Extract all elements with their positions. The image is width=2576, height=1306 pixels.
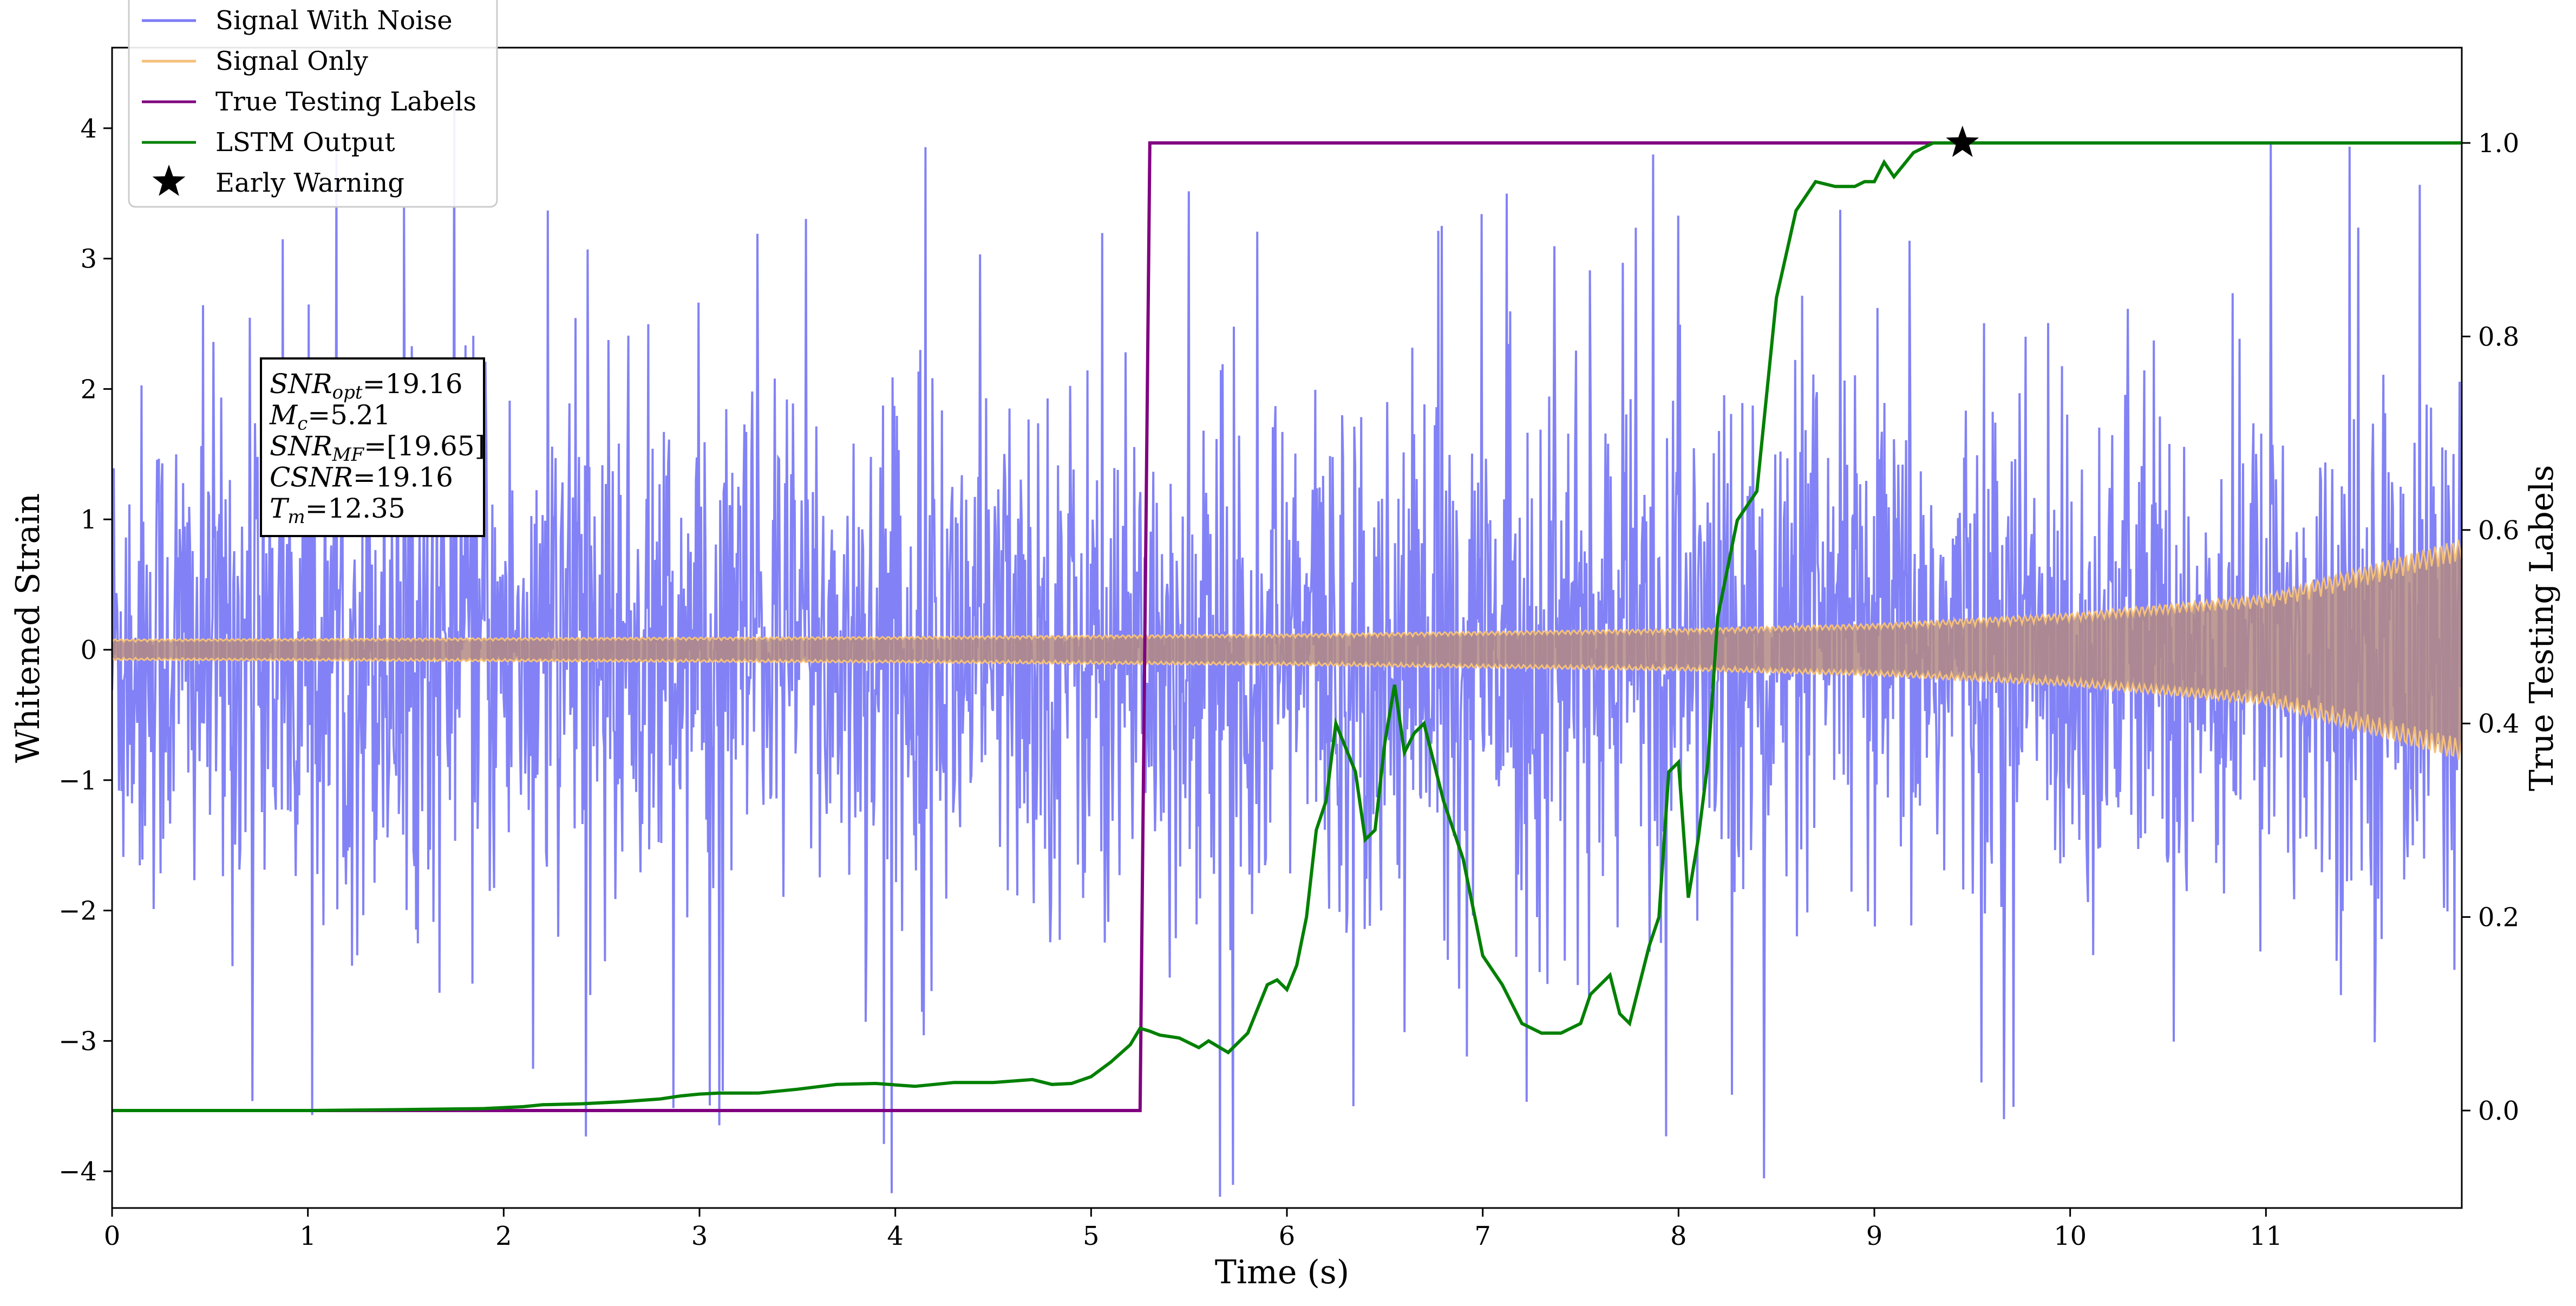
legend-label-true-testing-labels: True Testing Labels (215, 87, 476, 117)
y-tick-label: 1 (80, 505, 97, 535)
y-tick-label: 4 (80, 114, 97, 144)
true-testing-labels-line (112, 141, 2462, 1112)
y2-tick-label: 1.0 (2478, 128, 2519, 159)
legend-label-signal-with-noise: Signal With Noise (215, 5, 453, 36)
legend-box (128, 0, 498, 208)
x-tick-label: 0 (104, 1221, 121, 1251)
x-tick-label: 6 (1279, 1221, 1296, 1251)
y2-axis-ticks: 0.0 0.2 0.4 0.6 0.8 1.0 (2462, 128, 2519, 1126)
early-warning-star-marker (1946, 126, 1979, 157)
legend-label-early-warning: Early Warning (215, 168, 404, 198)
x-axis-ticks: 0 1 2 3 4 5 6 7 8 9 10 11 (104, 1208, 2283, 1251)
signal-only-line (112, 539, 2462, 760)
y-axis-label: Whitened Strain (9, 493, 47, 763)
x-tick-label: 1 (299, 1221, 316, 1251)
y-tick-label: −3 (58, 1026, 97, 1056)
snr-annotation: SNRopt=19.16Mc=5.21SNRMF=[19.65]CSNR=19.… (260, 357, 485, 537)
y-tick-label: 2 (80, 374, 97, 404)
x-tick-label: 4 (887, 1221, 904, 1251)
y-axis-ticks: −4 −3 −2 −1 0 1 2 3 4 (58, 114, 112, 1187)
x-tick-label: 3 (691, 1221, 708, 1251)
legend-label-signal-only: Signal Only (215, 46, 368, 76)
annotation-box (260, 357, 485, 537)
y-tick-label: −1 (58, 766, 97, 796)
x-tick-label: 7 (1474, 1221, 1491, 1251)
x-tick-label: 8 (1670, 1221, 1687, 1251)
y-tick-label: 3 (80, 244, 97, 275)
y-tick-label: −4 (58, 1157, 97, 1187)
annotation-line: Tm=12.35 (270, 493, 406, 528)
annotation-line: SNRopt=19.16 (270, 368, 463, 403)
y2-tick-label: 0.6 (2478, 515, 2519, 546)
y2-tick-label: 0.4 (2478, 709, 2519, 739)
y-tick-label: 0 (80, 635, 97, 665)
x-tick-label: 9 (1866, 1221, 1883, 1251)
annotation-line: Mc=5.21 (269, 400, 390, 435)
signal-with-noise-line (112, 107, 2462, 1197)
y2-tick-label: 0.0 (2478, 1096, 2519, 1126)
x-tick-label: 5 (1083, 1221, 1100, 1251)
x-axis-label: Time (s) (1215, 1253, 1349, 1291)
legend-star-marker (152, 165, 186, 196)
y2-axis-label: True Testing Labels (2523, 465, 2561, 792)
legend: Signal With Noise Signal Only True Testi… (128, 0, 498, 208)
y-tick-label: −2 (58, 896, 97, 926)
y2-tick-label: 0.8 (2478, 322, 2519, 352)
y2-tick-label: 0.2 (2478, 903, 2519, 933)
lstm-output-line (112, 141, 2462, 1112)
x-tick-label: 2 (495, 1221, 512, 1251)
x-tick-label: 10 (2054, 1221, 2087, 1251)
x-tick-label: 11 (2250, 1221, 2283, 1251)
annotation-line: SNRMF=[19.65] (270, 430, 485, 466)
annotation-line: CSNR=19.16 (270, 462, 453, 493)
plot-area (112, 107, 2462, 1197)
legend-label-lstm-output: LSTM Output (215, 127, 395, 158)
